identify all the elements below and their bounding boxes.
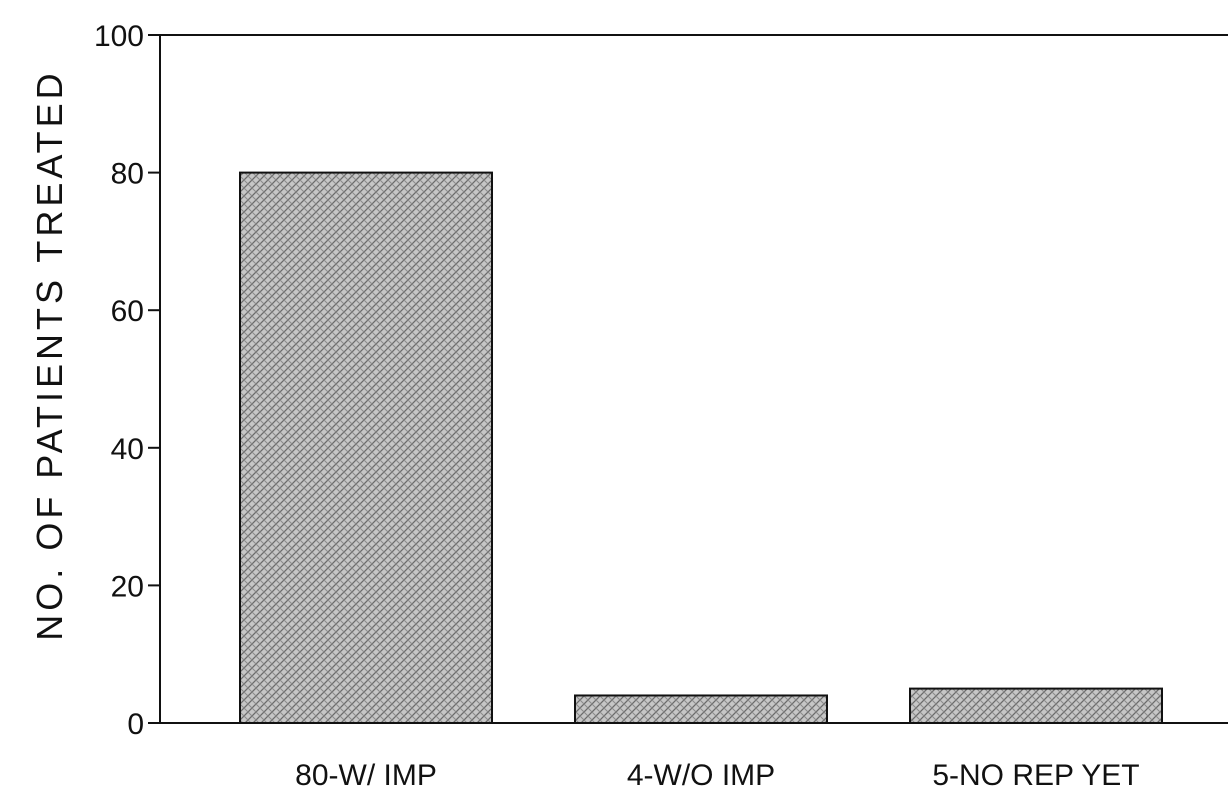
y-tick-label: 100: [94, 20, 144, 53]
bar-2: [574, 694, 828, 724]
y-tick-label: 40: [111, 433, 144, 466]
y-tick-label: 60: [111, 295, 144, 328]
x-category-label: 80-W/ IMP: [295, 759, 437, 790]
y-tick-label: 80: [111, 158, 144, 191]
bar-3: [909, 687, 1163, 724]
y-tick-label: 20: [111, 570, 144, 603]
bar-1: [239, 171, 493, 725]
y-tick-label: 0: [127, 708, 144, 741]
x-category-label: 5-NO REP YET: [932, 759, 1139, 790]
x-category-label: 4-W/O IMP: [627, 759, 775, 790]
y-axis-title: NO. OF PATIENTS TREATED: [29, 69, 70, 640]
